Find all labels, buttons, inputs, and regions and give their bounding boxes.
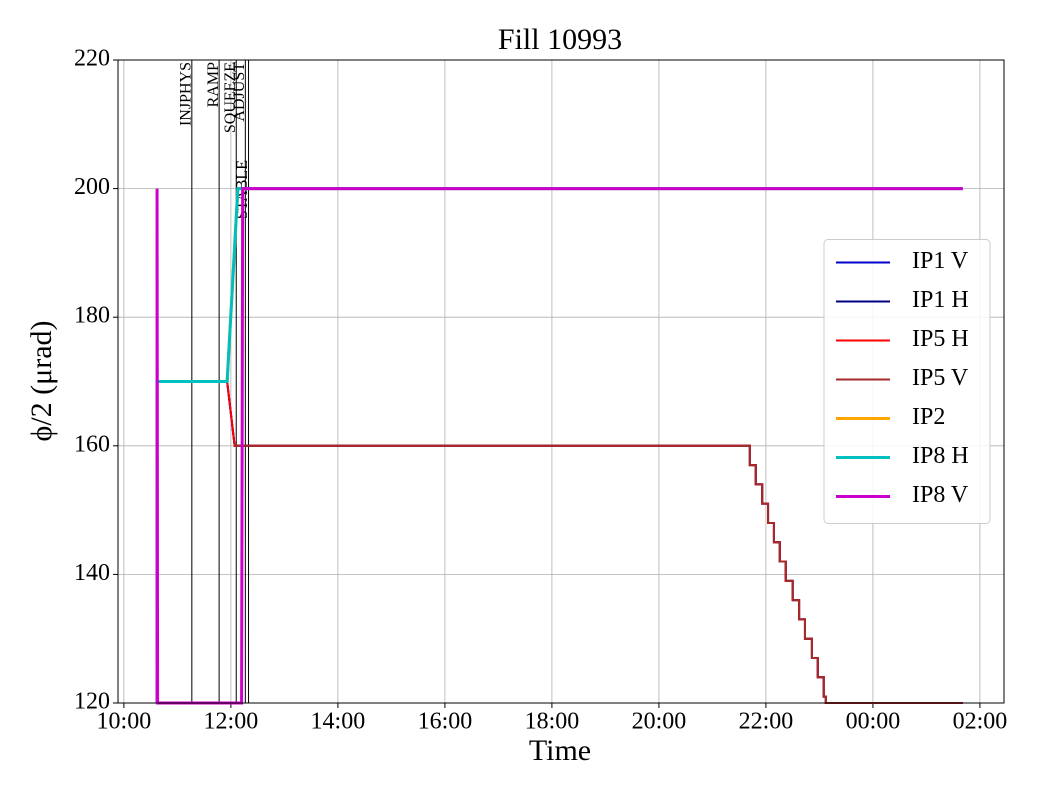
mode-label: RAMP (205, 62, 222, 107)
x-tick-label: 10:00 (97, 709, 152, 735)
y-tick-label: 180 (74, 303, 110, 329)
y-tick-label: 200 (74, 174, 110, 200)
legend-label: IP1 H (912, 287, 969, 313)
x-tick-label: 16:00 (418, 709, 473, 735)
y-tick-label: 220 (74, 46, 110, 72)
mode-label: SQUEEZE (222, 62, 239, 133)
mode-label: INJPHYS (178, 62, 195, 126)
mode-label: ADJUST (231, 62, 248, 122)
legend-label: IP2 (912, 404, 945, 430)
x-tick-label: 20:00 (632, 709, 687, 735)
x-tick-label: 02:00 (953, 709, 1008, 735)
x-axis-label: Time (529, 734, 591, 767)
legend-label: IP5 V (912, 365, 969, 391)
y-axis-label: ϕ/2 (μrad) (25, 321, 58, 442)
x-tick-label: 12:00 (204, 709, 259, 735)
legend-label: IP8 V (912, 482, 969, 508)
y-tick-label: 140 (74, 560, 110, 586)
x-tick-label: 14:00 (311, 709, 366, 735)
plot-frame (117, 59, 1005, 704)
legend-box (823, 239, 991, 524)
y-tick-label: 120 (74, 689, 110, 715)
y-tick-label: 160 (74, 431, 110, 457)
legend-label: IP8 H (912, 443, 969, 469)
x-tick-label: 22:00 (739, 709, 794, 735)
legend: IP1 V IP1 H IP5 H IP5 V IP2 IP8 H IP8 V (823, 239, 991, 524)
series-line (234, 444, 963, 704)
legend-label: IP5 H (912, 326, 969, 352)
x-tick-label: 00:00 (846, 709, 901, 735)
legend-label: IP1 V (912, 248, 969, 274)
x-tick-label: 18:00 (525, 709, 580, 735)
chart-title: Fill 10993 (498, 23, 622, 56)
